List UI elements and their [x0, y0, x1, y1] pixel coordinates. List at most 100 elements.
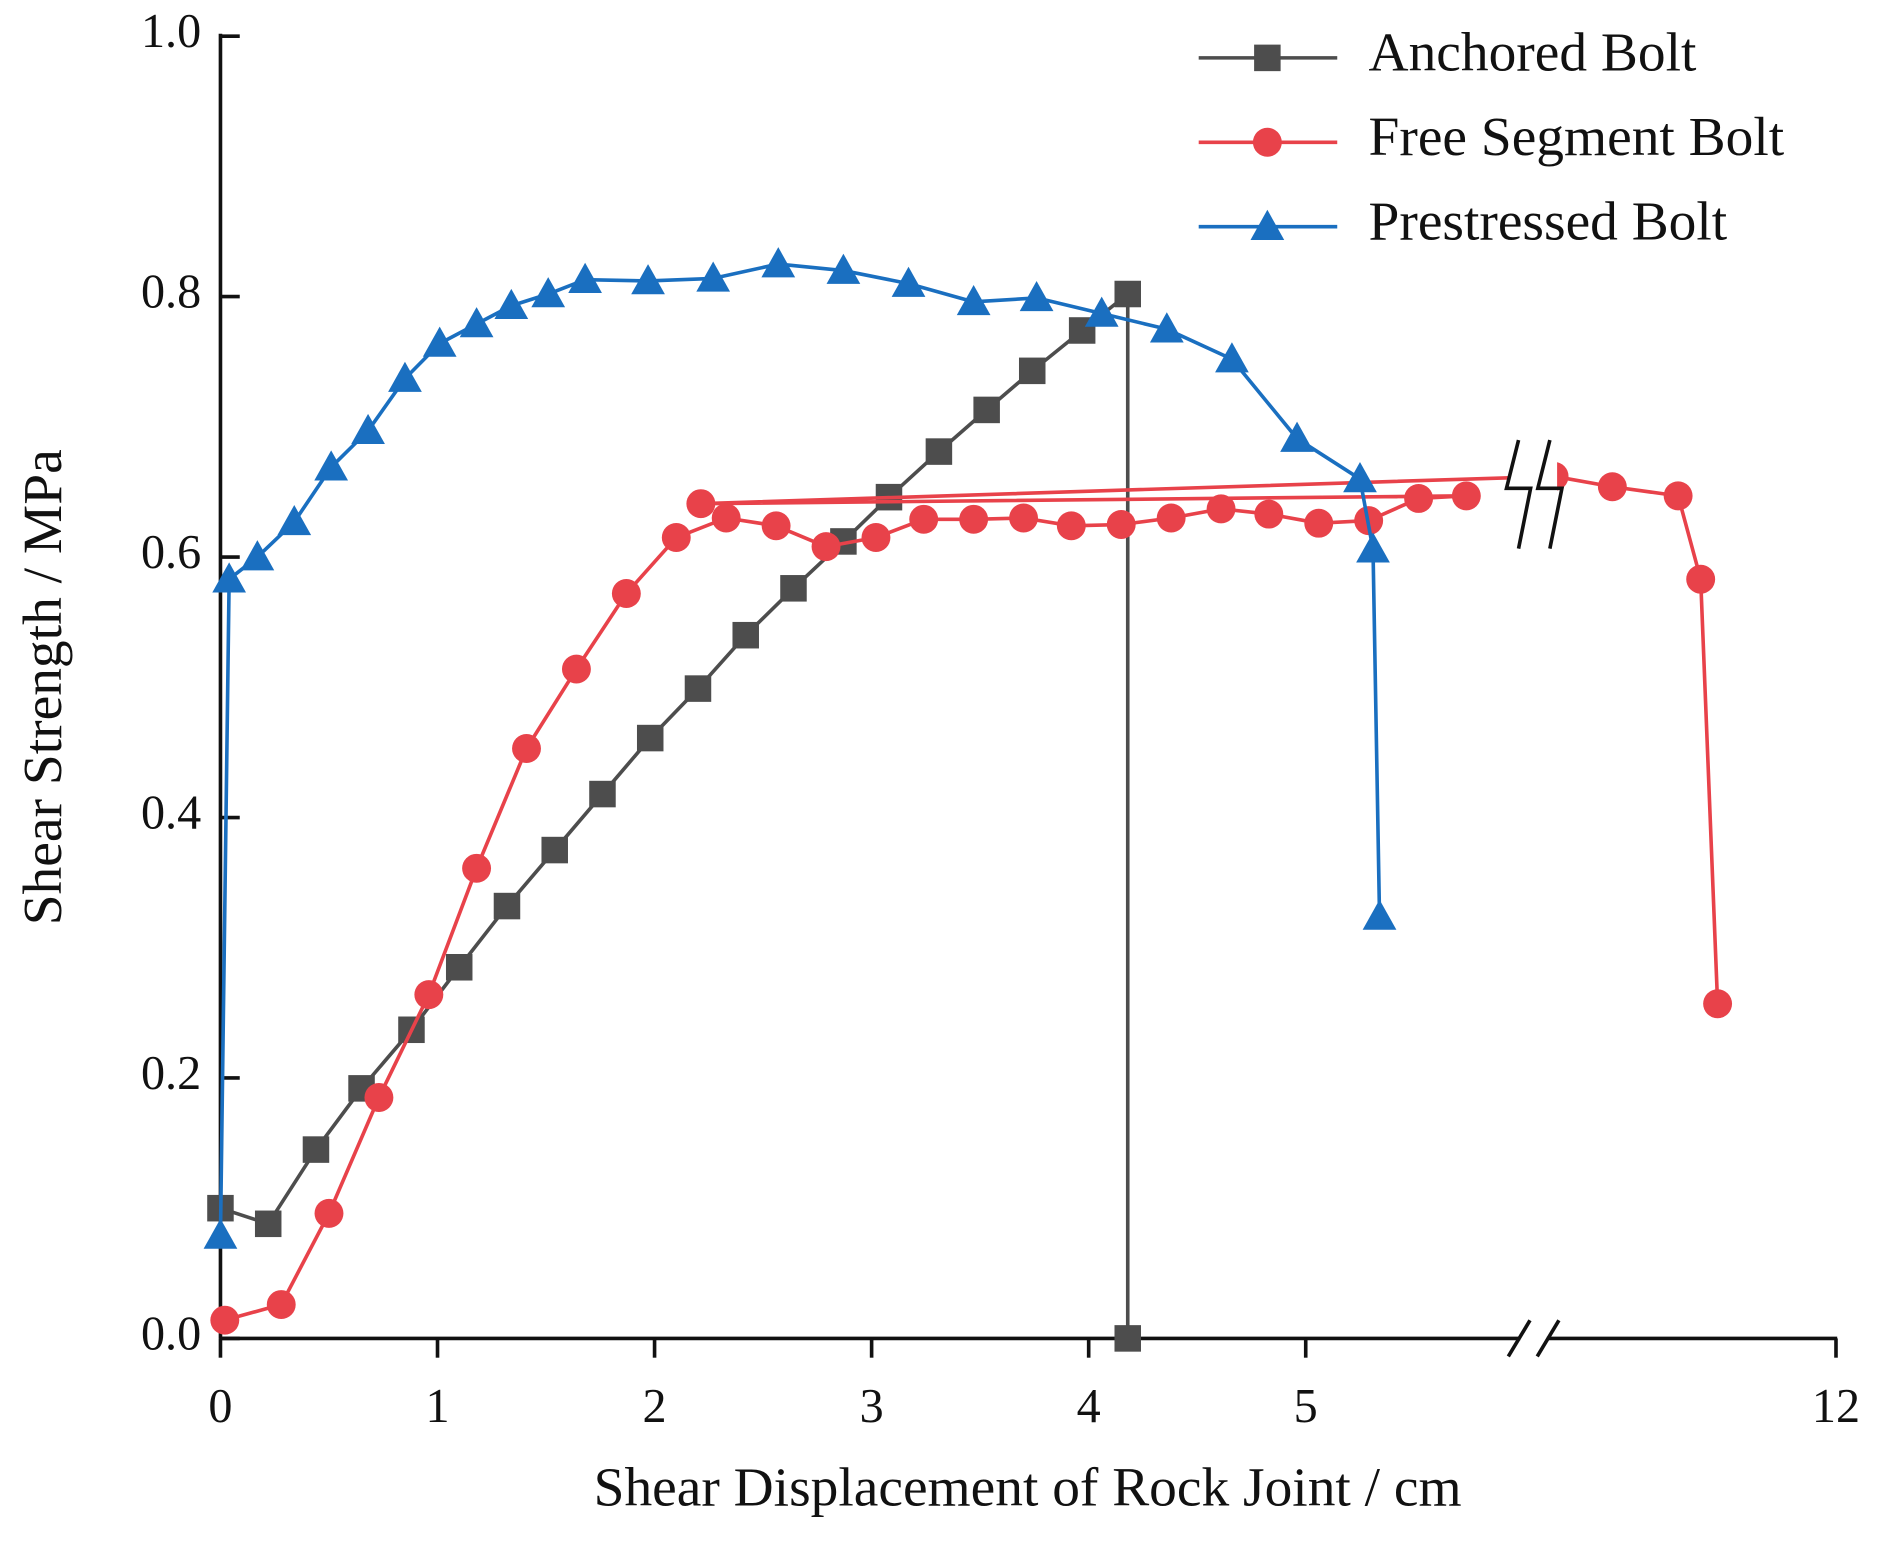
- data-point: [1114, 1325, 1141, 1352]
- legend-label: Anchored Bolt: [1369, 22, 1697, 83]
- break-mark: [1535, 439, 1565, 549]
- data-point: [711, 503, 741, 533]
- x-tick-label: 3: [860, 1380, 884, 1433]
- data-point: [909, 504, 939, 534]
- axis-break: [1506, 1319, 1561, 1358]
- data-point: [761, 247, 796, 278]
- data-point: [732, 621, 759, 649]
- data-point: [861, 523, 891, 553]
- legend-marker: [1250, 209, 1285, 240]
- break-gap: [1508, 434, 1558, 555]
- data-point: [1254, 499, 1284, 529]
- data-point: [1686, 564, 1716, 594]
- y-tick-label: 0.6: [141, 526, 201, 579]
- data-point: [925, 438, 953, 465]
- data-point: [388, 361, 422, 392]
- data-point: [414, 980, 444, 1010]
- legend-label: Prestressed Bolt: [1369, 190, 1728, 251]
- data-point: [956, 284, 991, 316]
- data-point: [631, 264, 665, 295]
- y-axis-label: Shear Strength / MPa: [12, 449, 73, 925]
- data-point: [302, 1136, 330, 1163]
- data-point: [891, 266, 926, 297]
- y-tick-label: 0.2: [141, 1047, 201, 1100]
- x-tick-label: 12: [1812, 1380, 1860, 1433]
- data-point: [1206, 494, 1236, 524]
- data-point: [364, 1083, 394, 1112]
- data-point: [314, 450, 349, 481]
- data-point: [686, 489, 716, 519]
- data-point: [493, 892, 521, 920]
- data-point: [1018, 357, 1046, 385]
- data-point: [1084, 296, 1119, 327]
- data-point: [1356, 532, 1390, 563]
- data-point: [422, 326, 457, 357]
- data-point: [1597, 472, 1627, 502]
- data-point: [1304, 508, 1334, 538]
- data-point: [210, 1305, 240, 1335]
- data-point: [1019, 281, 1054, 312]
- y-tick-label: 0.4: [141, 787, 201, 840]
- series-line: [218, 262, 1382, 1236]
- data-point: [459, 307, 494, 338]
- data-point: [1451, 481, 1481, 511]
- data-point: [661, 523, 691, 553]
- data-point: [589, 780, 616, 808]
- data-point: [811, 532, 841, 562]
- data-point: [531, 277, 566, 308]
- series-line: [219, 292, 1130, 1339]
- data-point: [212, 562, 247, 593]
- data-point: [541, 836, 568, 864]
- data-point: [1056, 511, 1086, 541]
- data-point: [973, 396, 1000, 424]
- data-point: [684, 675, 712, 702]
- data-point: [462, 853, 492, 883]
- data-point: [611, 579, 641, 608]
- x-tick-label: 5: [1294, 1380, 1318, 1433]
- data-point: [203, 1218, 238, 1249]
- data-point: [1663, 481, 1693, 511]
- data-point: [1156, 503, 1186, 533]
- data-point: [780, 575, 807, 602]
- data-point: [1343, 462, 1377, 493]
- data-point: [254, 1210, 282, 1238]
- data-point: [1703, 989, 1733, 1019]
- data-point: [494, 288, 529, 319]
- x-tick-label: 1: [425, 1380, 449, 1433]
- data-point: [1362, 899, 1397, 930]
- data-point: [561, 654, 591, 684]
- data-point: [240, 540, 275, 571]
- series-line: [224, 474, 1720, 1322]
- y-tick-label: 0.0: [141, 1307, 201, 1360]
- data-point: [696, 261, 731, 292]
- data-point: [568, 262, 602, 293]
- x-axis-label: Shear Displacement of Rock Joint / cm: [594, 1456, 1462, 1517]
- data-point: [512, 734, 541, 763]
- legend-label: Free Segment Bolt: [1369, 106, 1785, 167]
- data-point: [761, 511, 791, 541]
- data-point: [1215, 342, 1249, 373]
- y-tick-label: 0.8: [141, 266, 201, 319]
- legend-marker: [1252, 127, 1282, 157]
- data-point: [1106, 510, 1136, 539]
- data-point: [314, 1198, 344, 1228]
- data-point: [959, 504, 989, 534]
- data-point: [1280, 421, 1314, 452]
- x-tick-label: 2: [643, 1380, 667, 1433]
- data-point: [445, 954, 473, 981]
- data-point: [1114, 280, 1141, 308]
- y-tick-label: 1.0: [141, 5, 201, 58]
- data-point: [266, 1290, 296, 1320]
- data-point: [277, 505, 312, 536]
- data-point: [1009, 503, 1039, 533]
- legend-marker: [1254, 44, 1281, 72]
- data-point: [351, 413, 385, 445]
- data-point: [1149, 312, 1184, 343]
- data-point: [826, 253, 861, 284]
- x-tick-label: 4: [1077, 1380, 1101, 1433]
- data-point: [636, 724, 664, 752]
- data-point: [1404, 483, 1434, 513]
- break-mark: [1504, 439, 1533, 549]
- x-tick-label: 0: [208, 1380, 232, 1433]
